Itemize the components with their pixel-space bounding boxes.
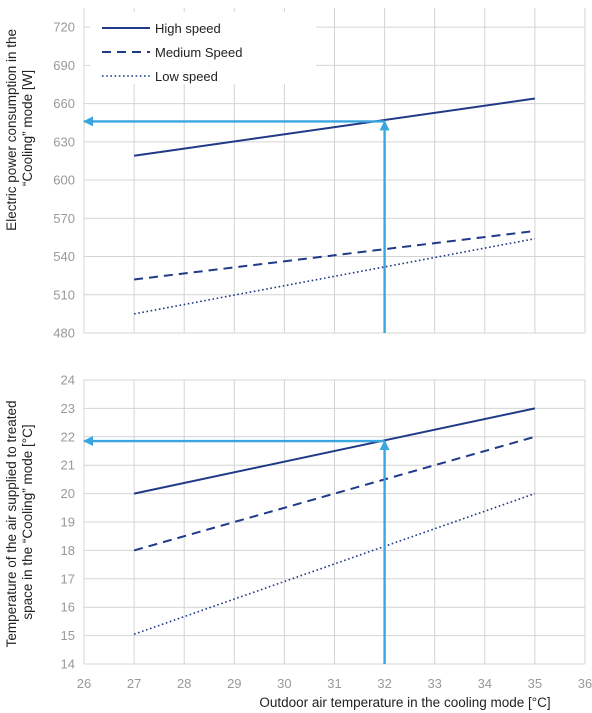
bottom-y-tick-label: 22 — [61, 429, 75, 444]
legend: High speed Medium Speed Low speed — [102, 21, 242, 84]
top-chart-grid — [83, 8, 586, 334]
top-y-axis-title: Electric power consumption in the “Cooli… — [4, 25, 35, 231]
bottom-y-tick-label: 15 — [61, 628, 75, 643]
top-y-tick-label: 510 — [53, 287, 75, 302]
top-series-line-dashed — [133, 230, 536, 281]
top-y-tick-label: 600 — [53, 173, 75, 188]
legend-label-solid: High speed — [155, 21, 221, 36]
top-y-tick-label: 660 — [53, 96, 75, 111]
bottom-y-tick-label: 20 — [61, 486, 75, 501]
x-axis-ticks: 26 27 28 29 30 31 32 33 34 35 36 — [77, 676, 592, 691]
top-y-tick-label: 720 — [53, 20, 75, 35]
top-y-tick-label: 540 — [53, 249, 75, 264]
bottom-series-line-solid — [133, 407, 536, 495]
bottom-series-line-dotted — [133, 492, 536, 635]
top-y-axis-title-line-2: “Cooling” mode [W] — [20, 70, 35, 186]
x-tick-label: 29 — [227, 676, 241, 691]
bottom-y-tick-label: 23 — [61, 401, 75, 416]
top-y-tick-label: 570 — [53, 211, 75, 226]
x-tick-label: 31 — [327, 676, 341, 691]
top-y-axis-title-line-1: Electric power consumption in the — [4, 29, 19, 231]
bottom-chart-series — [133, 407, 536, 635]
bottom-y-tick-label: 16 — [61, 600, 75, 615]
x-axis-title: Outdoor air temperature in the cooling m… — [259, 695, 550, 710]
x-tick-label: 33 — [427, 676, 441, 691]
bottom-chart-y-ticks: 14 15 16 17 18 19 20 21 22 23 24 — [61, 373, 75, 672]
x-tick-label: 32 — [377, 676, 391, 691]
x-tick-label: 30 — [277, 676, 291, 691]
bottom-y-tick-label: 18 — [61, 543, 75, 558]
reading-arrows — [83, 116, 390, 664]
bottom-y-axis-title: Temperature of the air supplied to treat… — [4, 397, 35, 648]
x-tick-label: 28 — [177, 676, 191, 691]
bottom-y-axis-title-line-1: Temperature of the air supplied to treat… — [4, 400, 19, 647]
top-chart-series — [133, 97, 536, 315]
top-y-tick-label: 690 — [53, 58, 75, 73]
top-series-line-dotted — [133, 237, 536, 315]
bottom-y-tick-label: 19 — [61, 515, 75, 530]
legend-label-dashed: Medium Speed — [155, 45, 242, 60]
top-series-line-solid — [133, 97, 536, 157]
bottom-y-tick-label: 14 — [61, 657, 75, 672]
bottom-series-line-dashed — [133, 435, 536, 552]
bottom-y-tick-label: 21 — [61, 458, 75, 473]
top-chart-y-ticks: 480 510 540 570 600 630 660 690 720 — [53, 20, 75, 341]
x-tick-label: 27 — [127, 676, 141, 691]
x-tick-label: 36 — [578, 676, 592, 691]
bottom-y-tick-label: 24 — [61, 373, 75, 388]
bottom-chart-grid — [83, 379, 586, 665]
legend-label-dotted: Low speed — [155, 69, 218, 84]
x-tick-label: 35 — [528, 676, 542, 691]
top-y-tick-label: 480 — [53, 326, 75, 341]
x-tick-label: 26 — [77, 676, 91, 691]
top-y-tick-label: 630 — [53, 134, 75, 149]
bottom-y-tick-label: 17 — [61, 571, 75, 586]
legend-background — [90, 12, 316, 84]
bottom-y-axis-title-line-2: space in the “Cooling” mode [°C] — [20, 424, 35, 619]
x-tick-label: 34 — [478, 676, 492, 691]
